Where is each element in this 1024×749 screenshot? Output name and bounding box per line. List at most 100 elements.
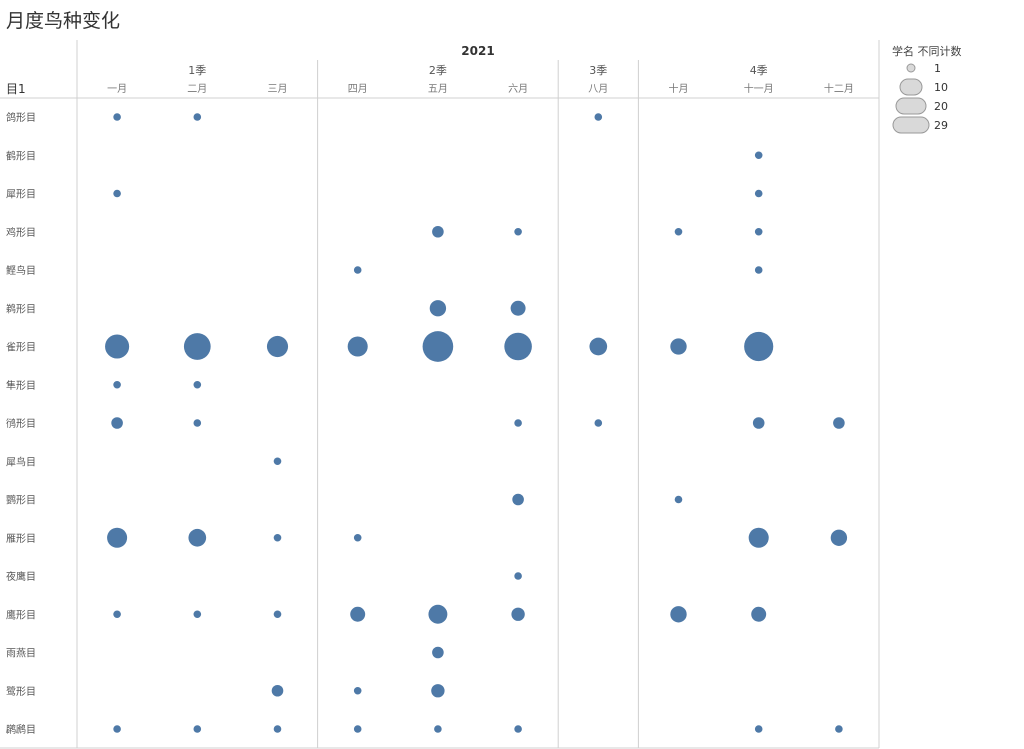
row-label: 鹰形目 <box>6 608 36 621</box>
legend-size-swatch <box>892 116 930 134</box>
bubble-mark <box>273 533 282 542</box>
row-label: 鸡形目 <box>6 226 36 239</box>
quarter-label: 2季 <box>429 64 447 77</box>
bubble-mark <box>434 725 442 733</box>
legend-size-swatch <box>899 78 923 96</box>
bubble-mark <box>594 419 603 427</box>
legend-entry-label: 10 <box>934 81 948 94</box>
quarter-label: 4季 <box>750 64 768 77</box>
bubble-mark <box>594 113 603 121</box>
bubble-mark <box>353 725 362 733</box>
month-label: 八月 <box>588 83 608 95</box>
bubble-mark <box>833 417 845 429</box>
bubble-mark <box>754 266 763 274</box>
bubble-mark <box>113 380 121 389</box>
bubble-mark <box>113 725 121 733</box>
bubble-mark <box>273 457 282 466</box>
bubble-mark <box>107 527 128 548</box>
bubble-mark <box>428 604 448 624</box>
bubble-mark <box>512 493 524 506</box>
row-header-label: 目1 <box>6 82 26 96</box>
bubble-mark <box>670 606 687 623</box>
bubble-mark <box>674 227 683 236</box>
month-label: 十二月 <box>824 82 854 95</box>
bubble-mark <box>432 646 444 659</box>
bubble-mark <box>273 610 282 619</box>
bubble-mark <box>422 331 454 362</box>
quarter-label: 1季 <box>188 64 206 77</box>
row-label: 雁形目 <box>6 533 36 545</box>
legend-entry-label: 20 <box>934 100 948 113</box>
bubble-mark <box>429 300 447 317</box>
bubble-mark <box>193 610 202 619</box>
bubble-mark <box>835 725 843 733</box>
bubble-mark <box>113 189 121 198</box>
legend-size-swatch <box>906 63 916 73</box>
bubble-mark <box>589 337 608 356</box>
bubble-mark <box>353 686 362 695</box>
row-label: 犀鸟目 <box>6 455 36 468</box>
row-label: 䴙䴘目 <box>6 723 36 736</box>
bubble-mark <box>432 225 444 238</box>
row-label: 犀形目 <box>6 189 36 201</box>
row-label: 鹦形目 <box>6 494 36 507</box>
bubble-mark <box>514 572 522 580</box>
bubble-mark <box>183 333 211 360</box>
month-label: 二月 <box>187 83 207 95</box>
row-label: 雀形目 <box>6 342 36 354</box>
bubble-mark <box>273 725 282 733</box>
row-label: 鲣鸟目 <box>6 264 36 277</box>
bubble-mark <box>744 331 774 362</box>
bubble-mark <box>353 533 362 542</box>
bubble-mark <box>111 417 123 429</box>
bubble-mark <box>504 332 532 361</box>
row-label: 鹤形目 <box>6 149 36 162</box>
row-label: 鸻形目 <box>6 417 36 430</box>
row-label: 隼形目 <box>6 379 36 392</box>
bubble-mark <box>193 380 202 389</box>
month-label: 五月 <box>428 83 448 95</box>
bubble-mark <box>193 113 202 121</box>
bubble-mark <box>431 684 445 698</box>
bubble-mark <box>830 529 848 546</box>
row-label: 鹭形目 <box>6 686 36 698</box>
bubble-mark <box>193 725 202 733</box>
legend-title: 学名 不同计数 <box>892 44 962 58</box>
bubble-mark <box>514 725 522 733</box>
quarter-label: 3季 <box>589 64 607 77</box>
chart-title: 月度鸟种变化 <box>6 10 121 32</box>
row-label: 雨燕目 <box>6 648 36 660</box>
row-label: 鸽形目 <box>6 111 36 124</box>
bubble-mark <box>113 113 121 121</box>
bubble-mark <box>670 338 687 355</box>
bubble-mark <box>752 417 765 429</box>
bubble-mark <box>266 335 289 358</box>
bubble-mark <box>514 419 522 427</box>
bubble-mark <box>751 606 767 622</box>
month-label: 一月 <box>107 83 127 95</box>
bubble-mark <box>514 227 522 236</box>
bubble-mark <box>754 189 763 198</box>
bubble-mark <box>754 725 763 733</box>
month-label: 四月 <box>348 83 368 95</box>
legend-entry-label: 29 <box>934 119 948 132</box>
bubble-mark <box>193 419 202 427</box>
row-label: 夜鹰目 <box>6 570 36 583</box>
bubble-mark <box>748 527 769 548</box>
month-label: 六月 <box>508 83 528 95</box>
month-label: 三月 <box>268 83 288 95</box>
bubble-mark <box>188 528 207 547</box>
row-label: 鹈形目 <box>6 302 36 315</box>
legend-size-swatch <box>895 97 927 115</box>
bubble-mark <box>353 266 362 274</box>
bubble-mark <box>350 606 366 622</box>
month-label: 十一月 <box>744 82 774 95</box>
bubble-mark <box>510 300 526 316</box>
year-label: 2021 <box>461 44 494 58</box>
bubble-mark <box>511 607 525 621</box>
bubble-mark <box>754 227 763 236</box>
bubble-mark <box>754 151 763 160</box>
month-label: 十月 <box>669 82 689 95</box>
bubble-mark <box>113 610 121 619</box>
